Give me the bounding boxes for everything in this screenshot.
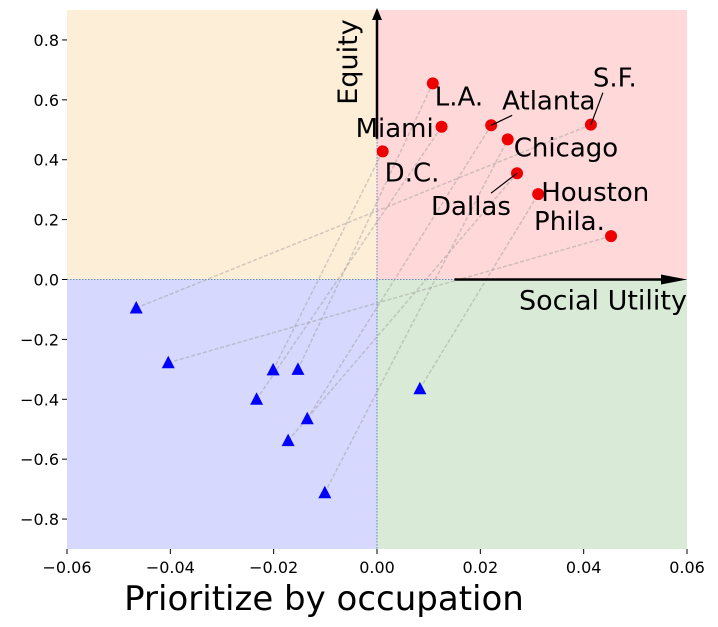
y-tick-label: 0.0: [34, 271, 59, 290]
label-leader-line: [490, 114, 513, 126]
y-arrow-label: Equity: [333, 19, 364, 104]
point-label: Atlanta: [502, 86, 595, 116]
point-label: Dallas: [431, 192, 511, 222]
triangle-marker: [318, 485, 332, 499]
connection-lines: [135, 83, 612, 494]
circle-marker: [435, 120, 448, 133]
y-tick-label: 0.2: [34, 211, 59, 230]
quadrant-top-left: [67, 10, 377, 280]
point-label: Phila.: [534, 207, 605, 237]
x-axis-label: Prioritize by occupation: [124, 579, 524, 619]
quadrant-bottom-right: [377, 279, 687, 549]
connection-line: [168, 235, 612, 364]
y-tick-label: −0.8: [20, 510, 59, 529]
connection-line: [272, 151, 384, 371]
circle-marker: [426, 77, 439, 90]
y-tick-label: 0.8: [34, 31, 59, 50]
y-tick-label: −0.4: [20, 390, 59, 409]
quadrant-top-right: [377, 10, 687, 280]
connection-line: [306, 124, 492, 420]
y-tick-label: −0.2: [20, 330, 59, 349]
label-leader-line: [590, 92, 604, 125]
point-label: L.A.: [435, 82, 483, 112]
triangle-marker: [281, 433, 295, 447]
circle-marker: [501, 133, 514, 146]
triangle-marker: [250, 392, 264, 405]
axis-arrows: Social Utility Equity: [333, 8, 687, 317]
x-tick-label: 0.04: [566, 558, 602, 577]
axis-ticks: −0.06 −0.04 −0.02 0.00 0.02 0.04 0.06 −0.8 −0.6 −…: [20, 31, 705, 577]
connection-line: [297, 83, 434, 370]
triangle-marker: [291, 362, 305, 375]
point-labels: L.A.Miami D.C. Atlanta Chicago S.F. Dallas Hou…: [356, 64, 650, 237]
y-arrow-head: [372, 8, 382, 20]
circle-marker: [376, 145, 389, 158]
circle-marker: [532, 188, 545, 201]
label-leader-line: [490, 172, 518, 194]
connection-line: [287, 172, 518, 442]
x-tick-label: −0.04: [146, 558, 195, 577]
quadrant-backgrounds: [67, 10, 687, 549]
connection-line: [255, 126, 443, 400]
point-label: D.C.: [385, 158, 440, 188]
point-label: Houston: [541, 178, 649, 208]
quadrant-bottom-left: [67, 279, 377, 549]
triangle-marker: [266, 362, 280, 376]
x-tick-label: −0.02: [249, 558, 298, 577]
connection-line: [324, 139, 509, 494]
connection-line: [135, 123, 592, 309]
x-tick-label: 0.02: [463, 558, 499, 577]
x-tick-label: −0.06: [42, 558, 91, 577]
connection-line: [419, 193, 539, 390]
x-tick-label: 0.00: [359, 558, 395, 577]
point-label: Miami: [356, 114, 434, 144]
x-tick-label: 0.06: [669, 558, 705, 577]
y-tick-label: 0.6: [34, 91, 59, 110]
point-label: Chicago: [514, 133, 619, 163]
data-markers: [129, 77, 618, 499]
point-label: S.F.: [593, 64, 637, 94]
y-tick-label: 0.4: [34, 151, 59, 170]
x-arrow-label: Social Utility: [519, 286, 687, 317]
circle-marker: [605, 230, 618, 243]
x-arrow-head: [661, 274, 687, 285]
y-tick-label: −0.6: [20, 450, 59, 469]
triangle-marker: [161, 355, 175, 369]
triangle-marker: [300, 411, 314, 425]
triangle-marker: [413, 381, 427, 395]
triangle-marker: [129, 300, 143, 314]
